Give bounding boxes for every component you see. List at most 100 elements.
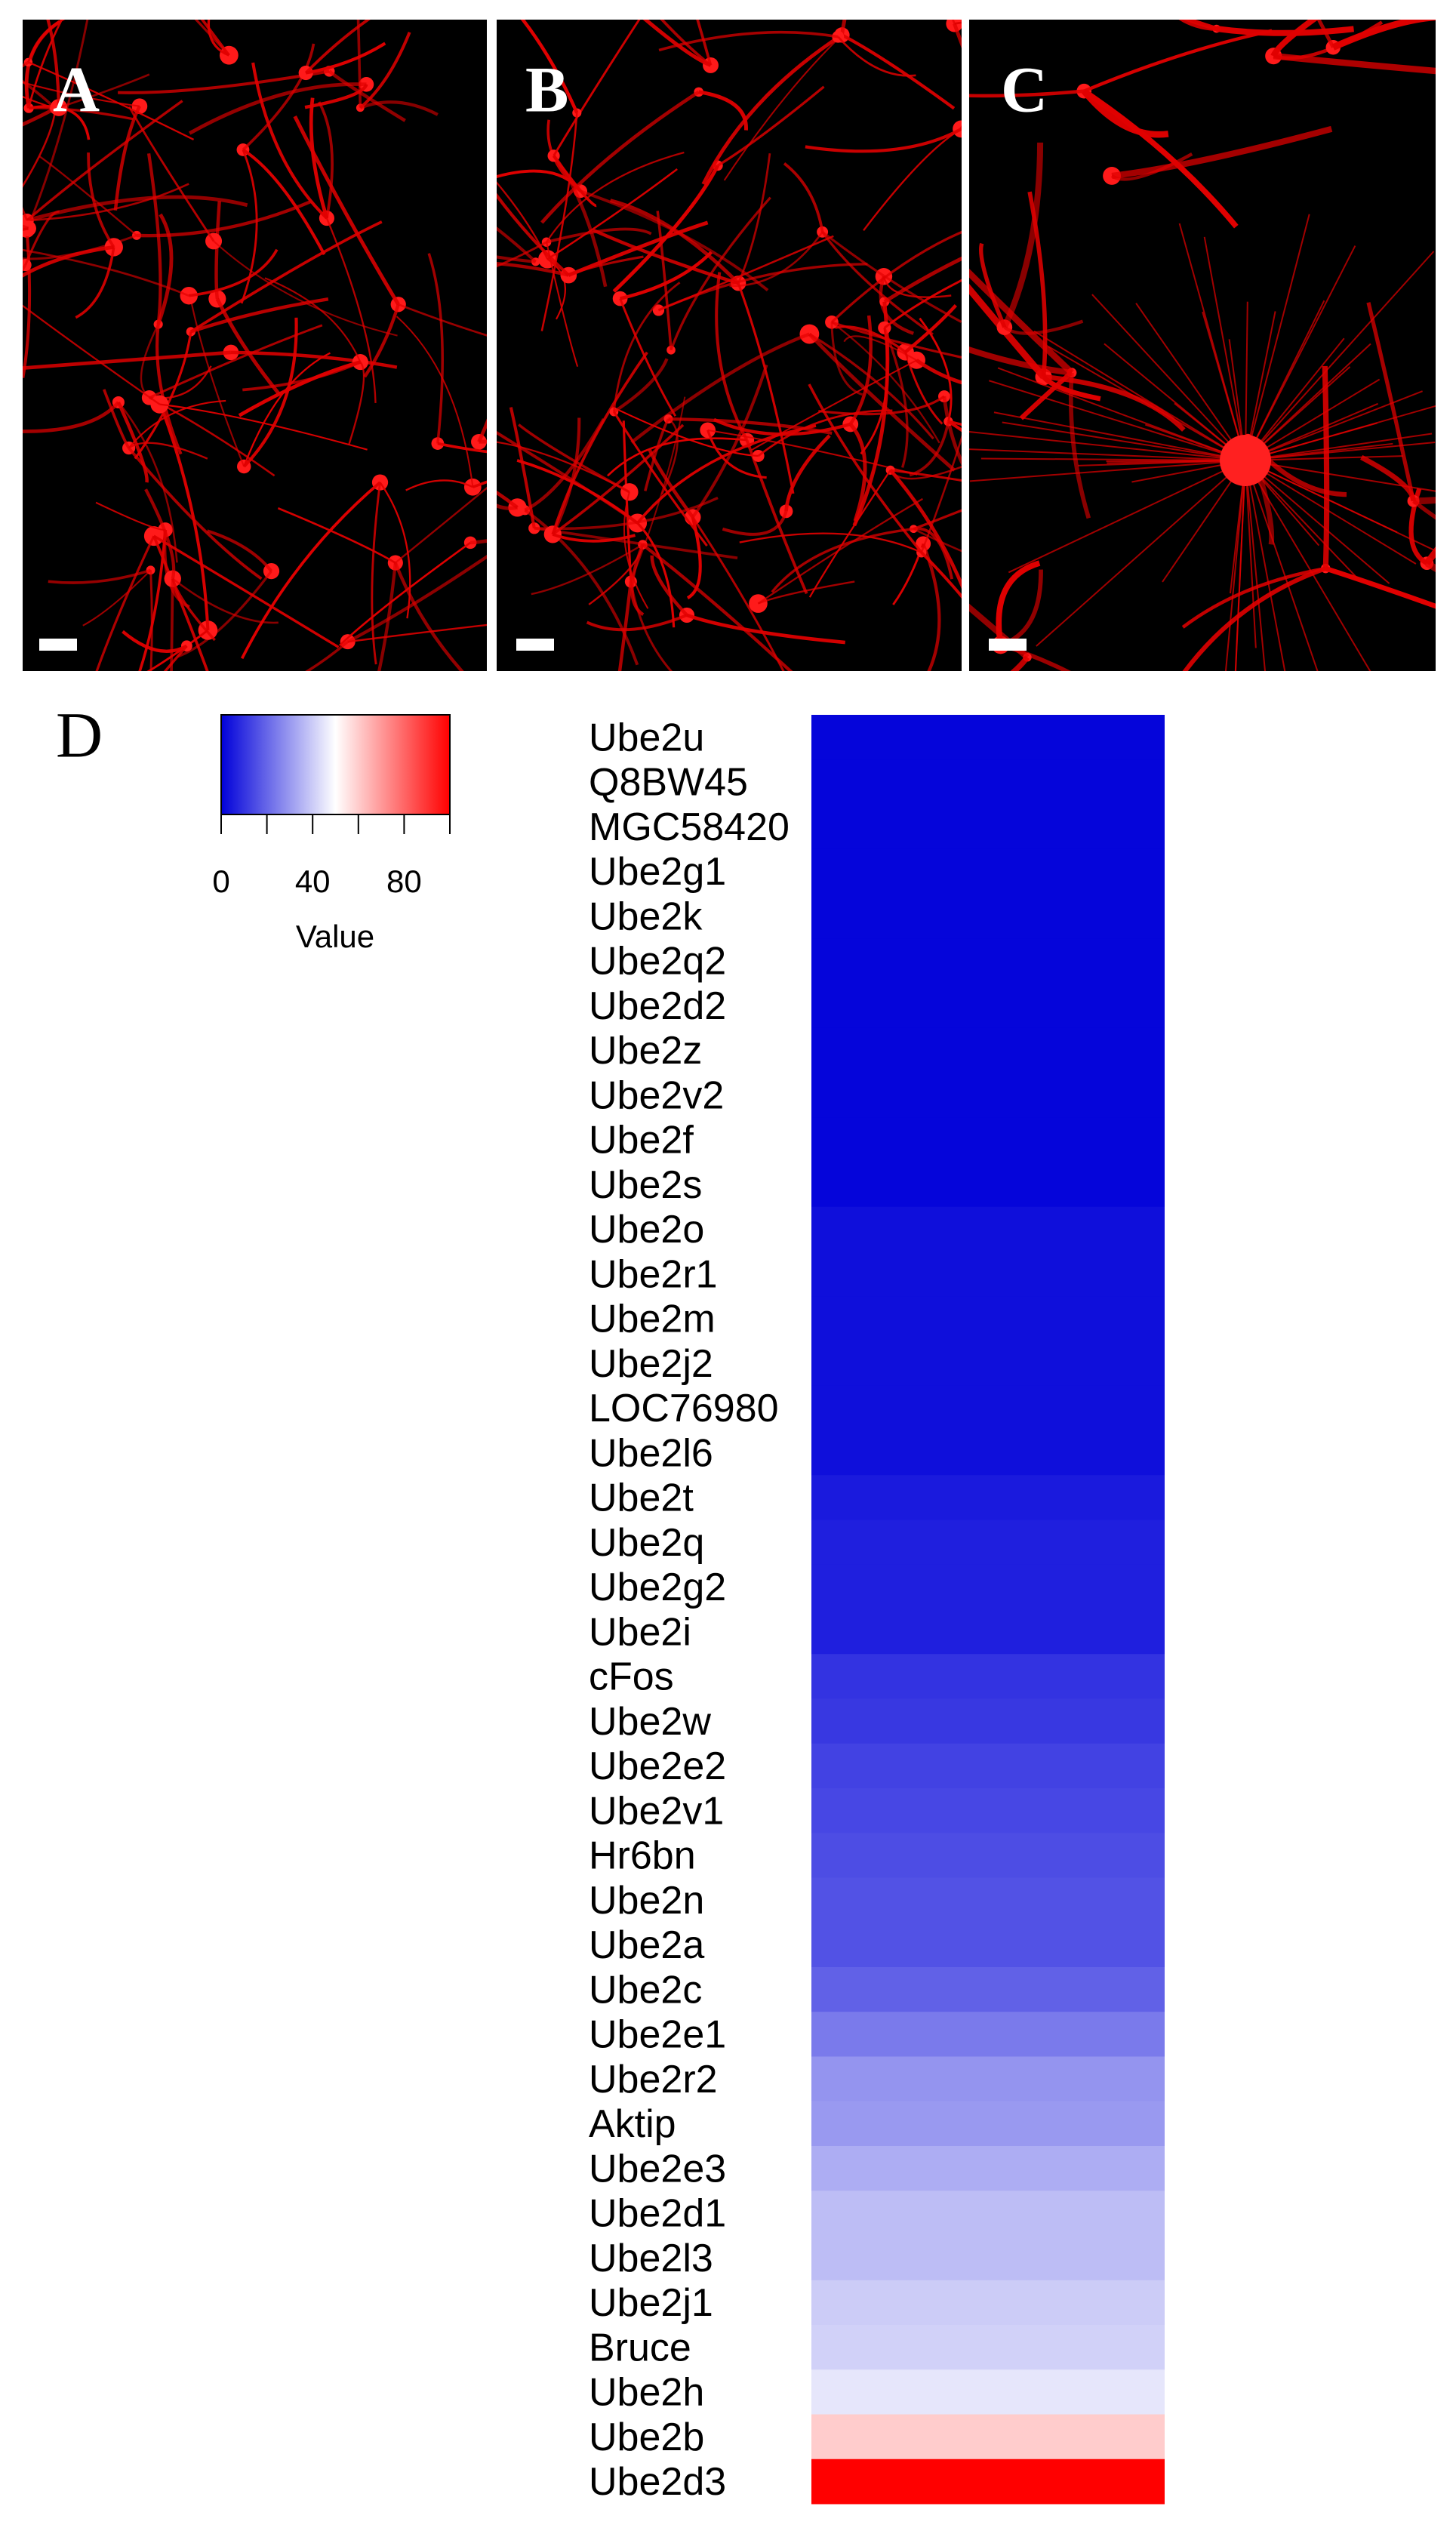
neurite (497, 192, 570, 277)
neurite (848, 315, 873, 426)
neurite (1245, 460, 1286, 671)
neurite (1360, 454, 1416, 502)
neurite (1245, 378, 1381, 461)
gene-label: Aktip (589, 2102, 676, 2146)
neurite (149, 570, 153, 671)
neurite (140, 324, 159, 396)
neurite (531, 543, 644, 596)
heatmap-cell (811, 1430, 1165, 1476)
neurite (808, 470, 891, 598)
neurite (913, 528, 962, 553)
gene-label: Ube2l6 (589, 1431, 713, 1475)
neurite (82, 569, 152, 627)
neurite (1111, 125, 1333, 180)
neurite (978, 242, 1007, 328)
neurite (948, 420, 962, 426)
neurite (821, 231, 962, 323)
neurite (592, 228, 739, 285)
neurite (1245, 460, 1417, 565)
key-tick-label: 0 (212, 864, 229, 899)
neurite (1216, 26, 1354, 36)
gene-label: Ube2h (589, 2371, 704, 2415)
neurite (623, 491, 649, 609)
neurite (969, 448, 1246, 461)
neurite (177, 570, 272, 658)
gene-label: Ube2n (589, 1879, 704, 1923)
neurite (613, 411, 708, 547)
neurite (1411, 499, 1436, 520)
neurite (757, 580, 855, 605)
gene-label: Ube2v1 (589, 1789, 724, 1833)
neurite (328, 69, 406, 122)
neurite (783, 162, 824, 232)
neurite (1081, 88, 1169, 138)
heatmap-cell (811, 2235, 1165, 2281)
neurite (997, 367, 1246, 461)
neurite (890, 469, 962, 482)
neurite (206, 529, 273, 572)
heatmap-cell (811, 2012, 1165, 2057)
neurite (1135, 303, 1246, 461)
neurite (128, 447, 263, 580)
neurite (821, 231, 934, 336)
neurite (658, 30, 839, 52)
neurite (46, 20, 61, 108)
neurite (1002, 421, 1246, 461)
neurite (28, 61, 195, 140)
color-key (220, 714, 451, 815)
neurite (437, 442, 487, 454)
neurite (607, 437, 747, 477)
neurite (1245, 455, 1403, 461)
heatmap-cell (811, 983, 1165, 1029)
neurite (546, 168, 678, 260)
micrograph (497, 20, 962, 671)
neurite (1245, 214, 1310, 461)
neurite (617, 581, 633, 671)
neurite (540, 90, 700, 224)
heatmap-cell (811, 1788, 1165, 1834)
neurite (347, 623, 487, 643)
panel-label: A (53, 54, 100, 126)
gene-label: Ube2q2 (589, 940, 726, 984)
neurite (808, 383, 923, 553)
heatmap-cell (811, 1609, 1165, 1655)
neurite (612, 165, 720, 293)
neurite (818, 395, 945, 416)
neurite (163, 645, 188, 671)
gene-label: Ube2z (589, 1029, 702, 1073)
heatmap-cell (811, 1654, 1165, 1699)
heatmap-cell (811, 2056, 1165, 2102)
neurite (568, 220, 709, 277)
neurite (518, 423, 630, 494)
neurite (405, 479, 473, 491)
neurite (1245, 460, 1371, 671)
neurite (338, 541, 471, 647)
neurite (113, 105, 141, 211)
neurite (23, 108, 57, 188)
neurite (706, 430, 767, 479)
neurite (613, 358, 669, 414)
neurite (75, 247, 115, 319)
neurite (1036, 460, 1246, 647)
heatmap-cell (811, 2191, 1165, 2236)
neurite (696, 20, 713, 66)
neurite (757, 497, 923, 605)
neurite (808, 332, 956, 472)
neurite (1245, 460, 1436, 492)
gene-label: Hr6bn (589, 1834, 696, 1878)
neurite (26, 195, 248, 223)
neurite (1033, 330, 1246, 461)
neurite (1068, 372, 1091, 519)
neurite (568, 255, 644, 276)
neurite (546, 227, 652, 244)
panel-label: C (1001, 54, 1048, 126)
neurite (48, 568, 152, 584)
neurite (359, 100, 439, 116)
neurite (642, 20, 712, 67)
gene-label: Ube2o (589, 1208, 704, 1252)
panel-label: D (56, 699, 103, 771)
neurite (128, 442, 208, 460)
neurite (1322, 365, 1330, 569)
neurite (264, 277, 362, 363)
neurite (189, 220, 383, 334)
